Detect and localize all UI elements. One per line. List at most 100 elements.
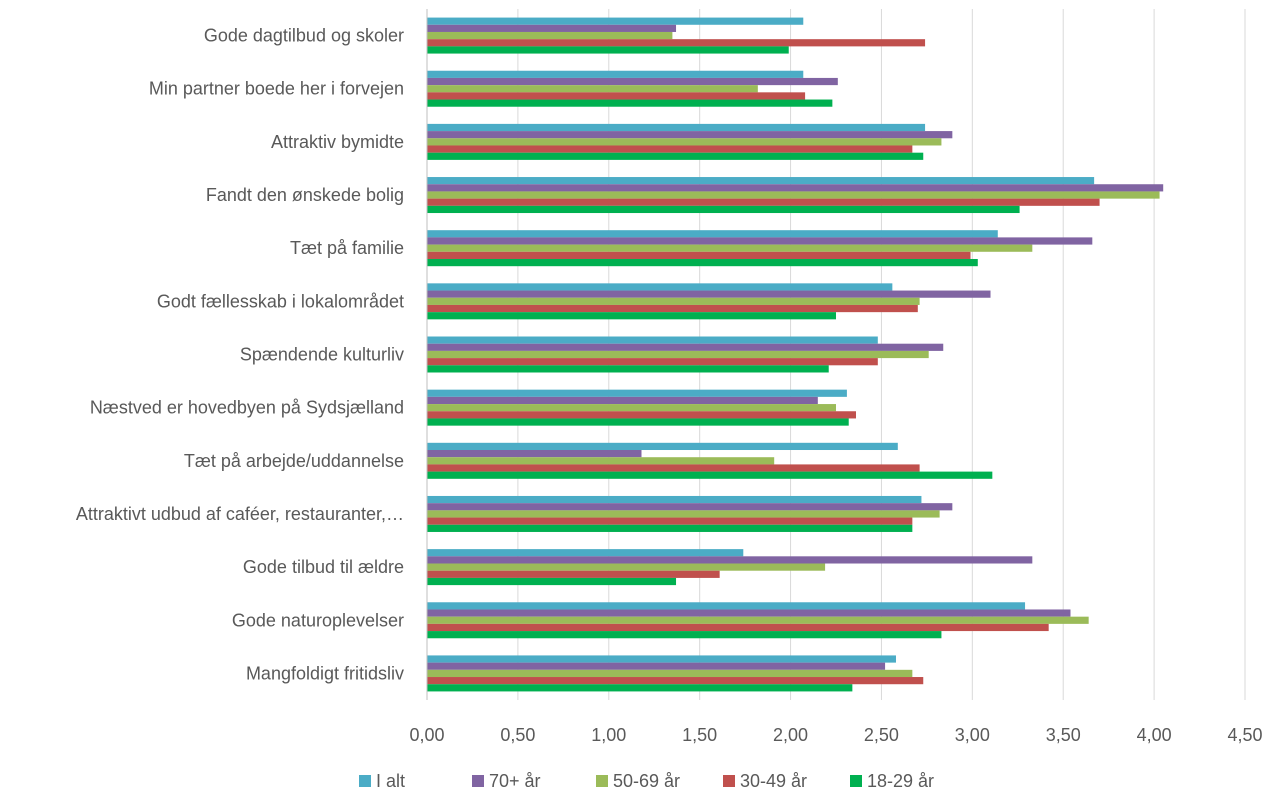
bar xyxy=(427,510,940,518)
category-label: Gode dagtilbud og skoler xyxy=(204,26,404,46)
bar xyxy=(427,152,924,160)
category-label: Attraktivt udbud af caféer, restauranter… xyxy=(76,504,404,524)
legend-swatch xyxy=(359,775,371,787)
category-label: Attraktiv bymidte xyxy=(271,132,404,152)
category-label: Tæt på familie xyxy=(290,238,404,258)
category-label: Spændende kulturliv xyxy=(240,345,404,365)
bar xyxy=(427,450,642,458)
bar xyxy=(427,350,929,359)
bar xyxy=(427,677,924,685)
bar xyxy=(427,237,1093,245)
bar xyxy=(427,570,720,578)
x-tick-label: 1,00 xyxy=(591,725,626,745)
category-label: Min partner boede her i forvejen xyxy=(149,79,404,99)
bar xyxy=(427,662,886,670)
legend-label: 70+ år xyxy=(489,771,541,791)
bar xyxy=(427,131,953,139)
bar xyxy=(427,442,898,451)
bar xyxy=(427,563,826,571)
bar xyxy=(427,396,818,405)
bar xyxy=(427,77,838,86)
bar xyxy=(427,389,847,397)
category-label: Fandt den ønskede bolig xyxy=(206,185,404,205)
bar xyxy=(427,46,789,54)
bar xyxy=(427,623,1049,632)
legend-swatch xyxy=(596,775,608,787)
x-tick-labels: 0,00 0,50 1,00 1,50 2,00 2,50 3,00 3,50 4,00 4,50 xyxy=(409,725,1262,745)
bar xyxy=(427,655,896,663)
bar xyxy=(427,17,804,25)
bar xyxy=(427,577,677,586)
bar xyxy=(427,457,775,465)
x-tick-label: 0,50 xyxy=(500,725,535,745)
bar xyxy=(427,304,918,313)
bar xyxy=(427,404,836,412)
bar xyxy=(427,358,878,366)
bar xyxy=(427,258,978,267)
legend-label: 50-69 år xyxy=(613,771,680,791)
legend-swatch xyxy=(850,775,862,787)
bar xyxy=(427,39,926,47)
bar xyxy=(427,70,804,78)
x-tick-label: 3,50 xyxy=(1046,725,1081,745)
legend-swatch xyxy=(723,775,735,787)
bar xyxy=(427,631,942,639)
x-tick-label: 0,00 xyxy=(409,725,444,745)
bar xyxy=(427,471,993,479)
bar xyxy=(427,609,1071,617)
legend: I alt 70+ år 50-69 år 30-49 år 18-29 år xyxy=(359,771,934,791)
category-label: Mangfoldigt fritidsliv xyxy=(246,663,404,683)
legend-swatch xyxy=(472,775,484,787)
bar xyxy=(427,549,744,557)
bar xyxy=(427,177,1095,185)
bar xyxy=(427,230,998,238)
category-label: Gode tilbud til ældre xyxy=(243,557,404,577)
bar xyxy=(427,85,758,93)
x-tick-label: 1,50 xyxy=(682,725,717,745)
bar xyxy=(427,191,1160,199)
bar xyxy=(427,418,849,426)
x-tick-label: 4,50 xyxy=(1227,725,1262,745)
bar xyxy=(427,123,926,132)
bar xyxy=(427,205,1020,214)
bar xyxy=(427,684,853,692)
bar xyxy=(427,343,944,351)
bar xyxy=(427,290,991,298)
bar xyxy=(427,145,913,153)
bar xyxy=(427,616,1089,624)
bar xyxy=(427,464,920,472)
legend-label: 18-29 år xyxy=(867,771,934,791)
x-tick-label: 2,00 xyxy=(773,725,808,745)
bar xyxy=(427,99,833,107)
bar xyxy=(427,251,971,259)
bar xyxy=(427,336,878,344)
legend-label: 30-49 år xyxy=(740,771,807,791)
bar xyxy=(427,556,1033,564)
bar xyxy=(427,184,1164,192)
category-label: Næstved er hovedbyen på Sydsjælland xyxy=(90,398,404,418)
category-labels: Gode dagtilbud og skoler Min partner boed… xyxy=(76,26,404,684)
bar xyxy=(427,524,913,532)
category-label: Godt fællesskab i lokalområdet xyxy=(157,291,404,311)
bar xyxy=(427,411,856,419)
bar xyxy=(427,92,806,100)
bar xyxy=(427,244,1033,252)
bar xyxy=(427,602,1026,610)
category-label: Tæt på arbejde/uddannelse xyxy=(184,451,404,471)
bar xyxy=(427,24,677,32)
bar xyxy=(427,312,836,320)
category-label: Gode naturoplevelser xyxy=(232,610,404,630)
bars xyxy=(427,17,1164,692)
bar xyxy=(427,517,913,525)
x-tick-label: 3,00 xyxy=(955,725,990,745)
bar xyxy=(427,283,893,291)
bar xyxy=(427,297,920,305)
x-tick-label: 2,50 xyxy=(864,725,899,745)
bar xyxy=(427,495,922,504)
bar xyxy=(427,198,1100,206)
x-tick-label: 4,00 xyxy=(1137,725,1172,745)
bar xyxy=(427,503,953,511)
bar xyxy=(427,138,942,146)
bar xyxy=(427,31,673,40)
